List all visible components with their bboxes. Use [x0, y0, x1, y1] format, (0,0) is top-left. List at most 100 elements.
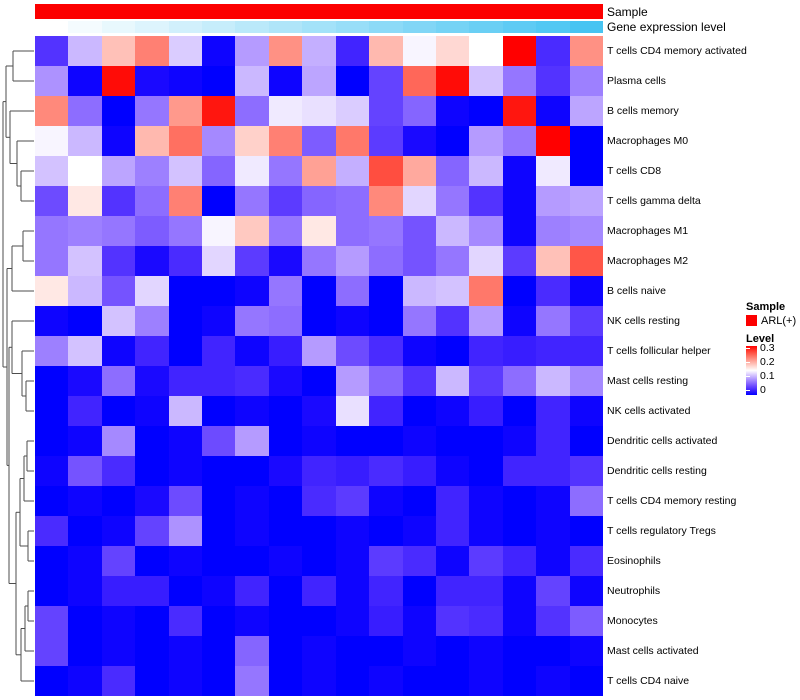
- heatmap-cell: [536, 156, 570, 186]
- heatmap-cell: [68, 456, 102, 486]
- heatmap-cell: [268, 546, 303, 576]
- heatmap-cell: [435, 336, 470, 366]
- legend-sample-item-label: ARL(+): [761, 315, 797, 327]
- row-label: Macrophages M2: [607, 255, 689, 267]
- heatmap-cell: [302, 216, 336, 246]
- gene-annotation-cell: [469, 21, 503, 33]
- heatmap-cell: [302, 96, 336, 126]
- heatmap-cell: [435, 366, 470, 396]
- heatmap-cell: [101, 516, 136, 546]
- sample-annotation-cell: [101, 4, 136, 19]
- heatmap-cell: [469, 486, 503, 516]
- heatmap-cell: [502, 66, 537, 96]
- heatmap-cell: [268, 636, 303, 666]
- gene-annotation-cell: [369, 21, 403, 33]
- heatmap-cell: [569, 456, 603, 486]
- heatmap-cell: [35, 186, 69, 216]
- heatmap-cell: [68, 636, 102, 666]
- heatmap-cell: [569, 156, 603, 186]
- heatmap-cell: [302, 546, 336, 576]
- heatmap-cell: [435, 486, 470, 516]
- heatmap-cell: [502, 186, 537, 216]
- heatmap-cell: [68, 666, 102, 696]
- heatmap-cell: [135, 396, 169, 426]
- heatmap-cell: [369, 456, 403, 486]
- heatmap-cell: [268, 96, 303, 126]
- heatmap-cell: [569, 666, 603, 696]
- heatmap-cell: [268, 216, 303, 246]
- heatmap-cell: [536, 636, 570, 666]
- heatmap-cell: [135, 126, 169, 156]
- heatmap-cell: [335, 396, 370, 426]
- heatmap-cell: [536, 336, 570, 366]
- heatmap-cell: [335, 606, 370, 636]
- heatmap-cell: [35, 666, 69, 696]
- row-label: Dendritic cells activated: [607, 435, 718, 447]
- heatmap-cell: [168, 126, 203, 156]
- heatmap-cell: [68, 36, 102, 66]
- row-label: Mast cells resting: [607, 375, 689, 387]
- heatmap-cell: [402, 366, 436, 396]
- row-label: T cells CD4 memory resting: [607, 495, 737, 507]
- heatmap-cell: [469, 516, 503, 546]
- heatmap-cell: [135, 216, 169, 246]
- sample-annotation-cell: [302, 4, 336, 19]
- heatmap-cell: [402, 336, 436, 366]
- heatmap-cell: [569, 516, 603, 546]
- heatmap-cell: [35, 366, 69, 396]
- heatmap-cell: [369, 546, 403, 576]
- heatmap-cell: [168, 576, 203, 606]
- heatmap-cell: [302, 276, 336, 306]
- row-label: B cells naive: [607, 285, 666, 297]
- heatmap-cell: [168, 606, 203, 636]
- heatmap-cell: [168, 636, 203, 666]
- heatmap-cell: [268, 276, 303, 306]
- heatmap-cell: [268, 186, 303, 216]
- row-label: T cells CD8: [607, 165, 662, 177]
- heatmap-cell: [502, 156, 537, 186]
- sample-annotation-cell: [369, 4, 403, 19]
- heatmap-cell: [435, 396, 470, 426]
- heatmap-cell: [135, 636, 169, 666]
- heatmap-cell: [235, 576, 269, 606]
- heatmap-cell: [302, 636, 336, 666]
- heatmap-cell: [202, 636, 236, 666]
- heatmap-cell: [435, 66, 470, 96]
- heatmap-cell: [235, 126, 269, 156]
- heatmap-cell: [502, 36, 537, 66]
- gene-annotation-cell: [536, 21, 570, 33]
- heatmap-cell: [35, 126, 69, 156]
- heatmap-cell: [502, 96, 537, 126]
- sample-annotation-cell: [402, 4, 436, 19]
- heatmap-cell: [135, 666, 169, 696]
- heatmap-cell: [469, 666, 503, 696]
- heatmap-cell: [235, 156, 269, 186]
- annotation-label-sample: Sample: [607, 5, 648, 19]
- heatmap-cell: [202, 36, 236, 66]
- heatmap-cell: [435, 666, 470, 696]
- heatmap-cell: [235, 486, 269, 516]
- heatmap-cell: [202, 66, 236, 96]
- legend-level-tick-label: 0.1: [760, 370, 775, 382]
- heatmap-cell: [369, 66, 403, 96]
- heatmap-cell: [101, 306, 136, 336]
- heatmap-cell: [135, 96, 169, 126]
- heatmap-cell: [268, 306, 303, 336]
- heatmap-cell: [536, 396, 570, 426]
- heatmap-cell: [369, 96, 403, 126]
- annotation-label-gene-expression: Gene expression level: [607, 20, 726, 34]
- heatmap-cell: [235, 276, 269, 306]
- heatmap-cell: [268, 486, 303, 516]
- sample-annotation-cell: [469, 4, 503, 19]
- heatmap-cell: [369, 36, 403, 66]
- heatmap-cell: [202, 606, 236, 636]
- heatmap-cell: [335, 456, 370, 486]
- heatmap-cell: [569, 366, 603, 396]
- heatmap-cell: [35, 486, 69, 516]
- sample-annotation-cell: [235, 4, 269, 19]
- heatmap-cell: [369, 216, 403, 246]
- heatmap-cell: [502, 396, 537, 426]
- row-label: Plasma cells: [607, 75, 666, 87]
- heatmap-cell: [469, 366, 503, 396]
- heatmap-cell: [435, 426, 470, 456]
